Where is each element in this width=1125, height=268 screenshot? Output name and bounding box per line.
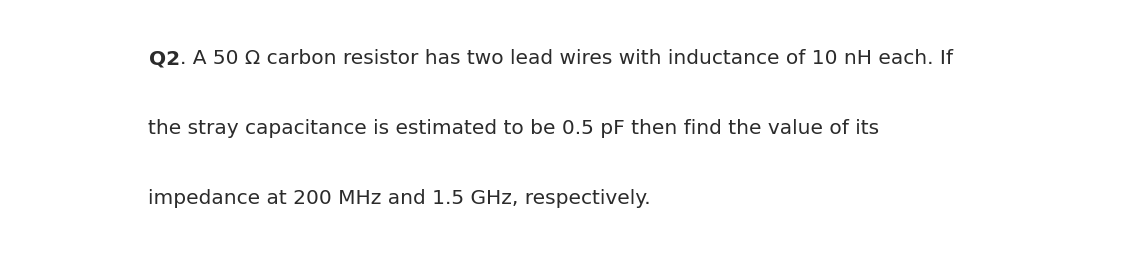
- Text: impedance at 200 MHz and 1.5 GHz, respectively.: impedance at 200 MHz and 1.5 GHz, respec…: [148, 189, 651, 208]
- Text: the stray capacitance is estimated to be 0.5 pF then find the value of its: the stray capacitance is estimated to be…: [148, 119, 880, 138]
- Text: Q2: Q2: [148, 50, 180, 68]
- Text: . A 50 Ω carbon resistor has two lead wires with inductance of 10 nH each. If: . A 50 Ω carbon resistor has two lead wi…: [180, 50, 953, 68]
